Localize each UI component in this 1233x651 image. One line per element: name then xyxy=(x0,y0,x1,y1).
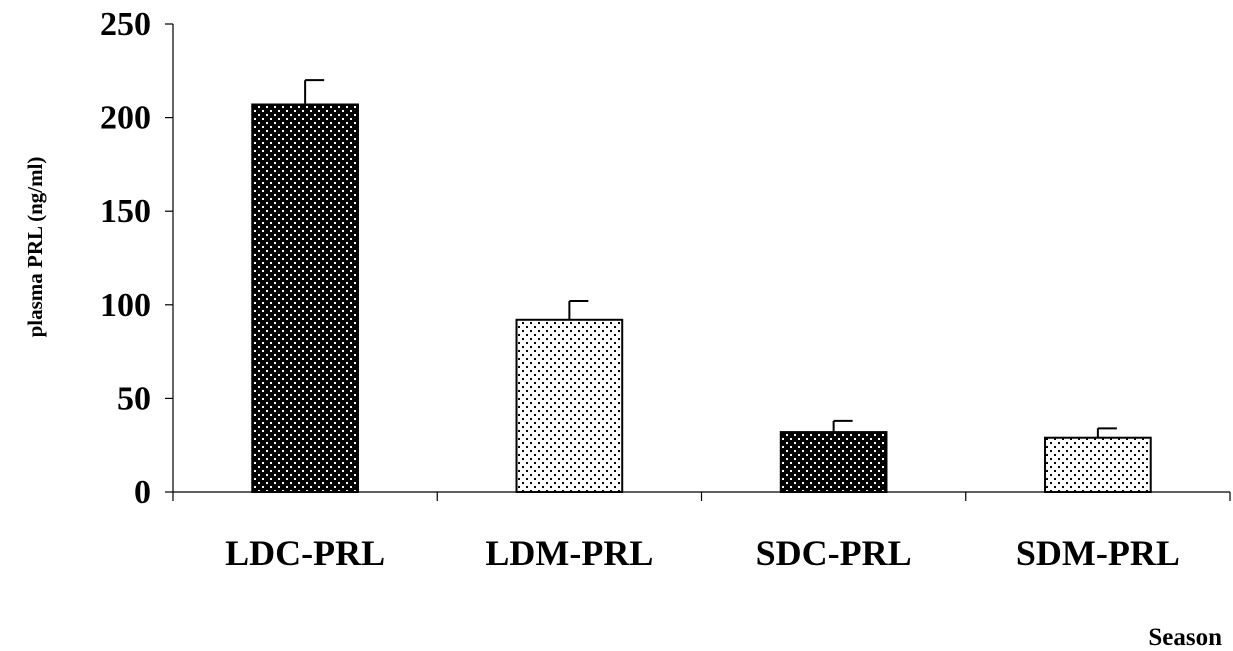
category-labels: LDC-PRL LDM-PRL SDC-PRL SDM-PRL xyxy=(225,533,1180,573)
category-label: LDM-PRL xyxy=(485,533,653,573)
category-label: SDC-PRL xyxy=(756,533,912,573)
x-axis-title: Season xyxy=(1148,624,1222,651)
y-tick-label: 250 xyxy=(100,6,151,43)
y-tick-label: 50 xyxy=(117,380,151,417)
bar-sdm-prl xyxy=(1044,436,1152,494)
y-axis-title: plasma PRL (ng/ml) xyxy=(23,157,47,338)
bar-ldm-prl xyxy=(515,318,624,493)
y-tick-label: 100 xyxy=(100,287,151,324)
bar-sdc-prl xyxy=(779,431,888,494)
bars xyxy=(251,103,1152,494)
y-axis: 0 50 100 150 200 250 xyxy=(100,6,174,511)
y-tick-label: 0 xyxy=(134,474,151,511)
y-tick-label: 200 xyxy=(100,100,151,137)
category-label: LDC-PRL xyxy=(225,533,385,573)
error-bars xyxy=(304,79,1117,438)
x-axis xyxy=(172,491,1231,501)
category-label: SDM-PRL xyxy=(1016,533,1180,573)
y-tick-label: 150 xyxy=(100,193,151,230)
bar-ldc-prl xyxy=(251,103,359,493)
